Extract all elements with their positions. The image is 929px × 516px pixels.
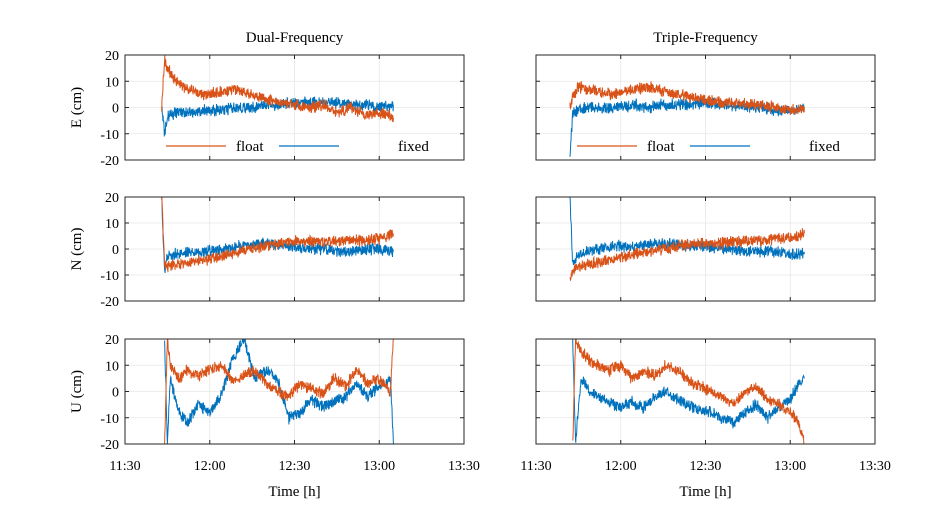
series-line-fixed — [572, 339, 805, 443]
tick-label-x: 12:00 — [605, 459, 637, 474]
tick-label-y: 10 — [105, 359, 119, 374]
legend-label-fixed: fixed — [398, 139, 429, 155]
series-line-float — [161, 55, 394, 123]
series-line-float — [161, 197, 394, 273]
tick-label-y: 0 — [112, 243, 119, 258]
y-axis-label: E (cm) — [69, 87, 85, 128]
tick-label-y: 10 — [105, 75, 119, 90]
series-line-fixed — [569, 197, 805, 266]
tick-label-y: 0 — [112, 102, 119, 117]
y-axis-label: U (cm) — [69, 370, 85, 413]
x-axis-label: Time [h] — [679, 484, 731, 500]
y-axis-label: N (cm) — [69, 228, 85, 271]
legend-label-float: float — [647, 139, 675, 155]
tick-label-x: 11:30 — [520, 459, 551, 474]
series-line-fixed — [161, 96, 394, 137]
series-line-fixed — [569, 96, 805, 157]
series-line-float — [569, 228, 805, 281]
tick-label-y: -10 — [100, 269, 119, 284]
tick-label-y: 0 — [112, 386, 119, 401]
tick-label-y: -10 — [100, 412, 119, 427]
tick-label-x: 11:30 — [109, 459, 140, 474]
tick-label-y: -10 — [100, 128, 119, 143]
tick-label-x: 12:00 — [194, 459, 226, 474]
legend-label-fixed: fixed — [809, 139, 840, 155]
chart-title: Triple-Frequency — [653, 30, 758, 46]
tick-label-y: -20 — [100, 154, 119, 169]
tick-label-y: 20 — [105, 49, 119, 64]
tick-label-y: 20 — [105, 191, 119, 206]
tick-label-y: -20 — [100, 438, 119, 453]
series-line-float — [572, 339, 805, 444]
tick-label-x: 13:30 — [859, 459, 891, 474]
series-line-float — [164, 339, 394, 444]
tick-label-y: 10 — [105, 217, 119, 232]
legend-label-float: float — [236, 139, 264, 155]
tick-label-x: 13:00 — [363, 459, 395, 474]
tick-label-x: 13:00 — [774, 459, 806, 474]
series-line-float — [569, 81, 805, 115]
x-axis-label: Time [h] — [268, 484, 320, 500]
series-line-fixed — [164, 339, 394, 444]
tick-label-y: 20 — [105, 333, 119, 348]
tick-label-y: -20 — [100, 295, 119, 310]
chart-title: Dual-Frequency — [246, 30, 344, 46]
tick-label-x: 12:30 — [690, 459, 722, 474]
tick-label-x: 13:30 — [448, 459, 480, 474]
tick-label-x: 12:30 — [279, 459, 311, 474]
